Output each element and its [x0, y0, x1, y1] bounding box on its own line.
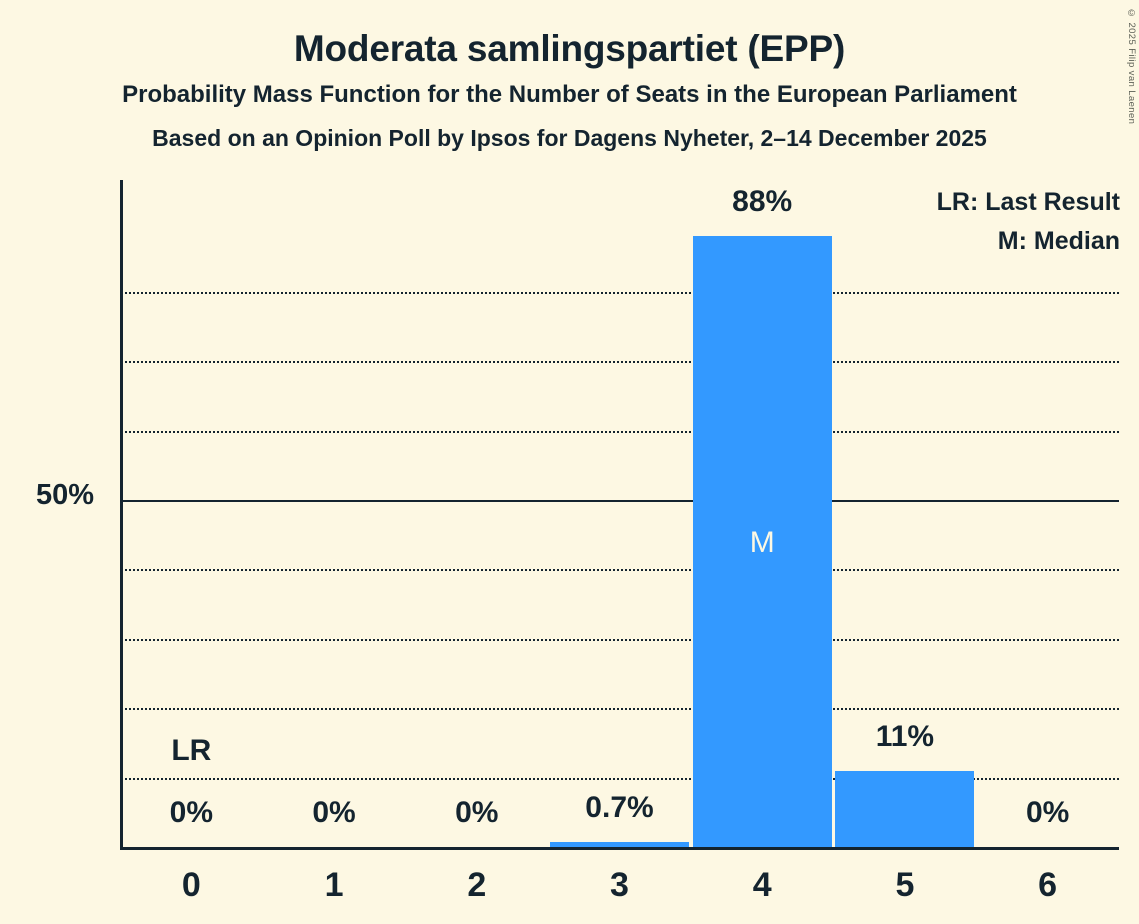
bar-seats-4[interactable]	[692, 236, 832, 847]
gridline-50	[120, 500, 1119, 502]
legend-median: M: Median	[997, 227, 1120, 255]
x-axis-label-2: 2	[467, 866, 487, 904]
bar-seats-5[interactable]	[835, 770, 975, 847]
bar-value-label-3: 0.7%	[585, 791, 654, 825]
x-axis-label-0: 0	[181, 866, 201, 904]
bar-value-label-1: 0%	[312, 796, 356, 829]
chart-title: Moderata samlingspartiet (EPP)	[293, 28, 846, 69]
y-axis-label-50: 50%	[35, 479, 94, 511]
bar-value-label-4: 88%	[732, 185, 793, 219]
bar-value-label-0: 0%	[169, 796, 214, 829]
legend-last-result: LR: Last Result	[936, 188, 1120, 216]
chart-source-line: Based on an Opinion Poll by Ipsos for Da…	[152, 125, 987, 151]
plot-area: 50% 0% 0% 0% 0.7% 88% 11% 0% LR M	[36, 180, 1119, 850]
x-axis-label-4: 4	[752, 866, 772, 904]
bar-seats-3[interactable]	[550, 842, 689, 847]
gridline-40	[120, 569, 1119, 572]
bar-value-label-5: 11%	[875, 719, 935, 753]
chart-subtitle: Probability Mass Function for the Number…	[122, 81, 1017, 108]
gridline-60	[120, 430, 1119, 433]
x-axis-label-3: 3	[610, 866, 629, 904]
x-axis-label-6: 6	[1038, 866, 1058, 904]
gridline-80	[120, 291, 1119, 294]
x-axis-label-1: 1	[324, 866, 344, 904]
bar-value-label-6: 0%	[1025, 796, 1070, 829]
gridline-30	[120, 638, 1119, 641]
x-axis-line	[120, 847, 1119, 850]
gridline-70	[120, 361, 1119, 364]
last-result-marker: LR	[171, 734, 212, 767]
gridline-20	[120, 708, 1119, 711]
copyright-notice: © 2025 Filip van Laenen	[1126, 8, 1137, 125]
median-marker: M	[749, 526, 775, 560]
y-axis-line	[120, 180, 123, 850]
legend: LR: Last Result M: Median	[937, 183, 1120, 261]
title-block: Moderata samlingspartiet (EPP) Probabili…	[0, 0, 1139, 155]
gridline-10	[120, 777, 1119, 780]
x-axis-label-5: 5	[895, 866, 915, 904]
bar-value-label-2: 0%	[455, 796, 499, 829]
